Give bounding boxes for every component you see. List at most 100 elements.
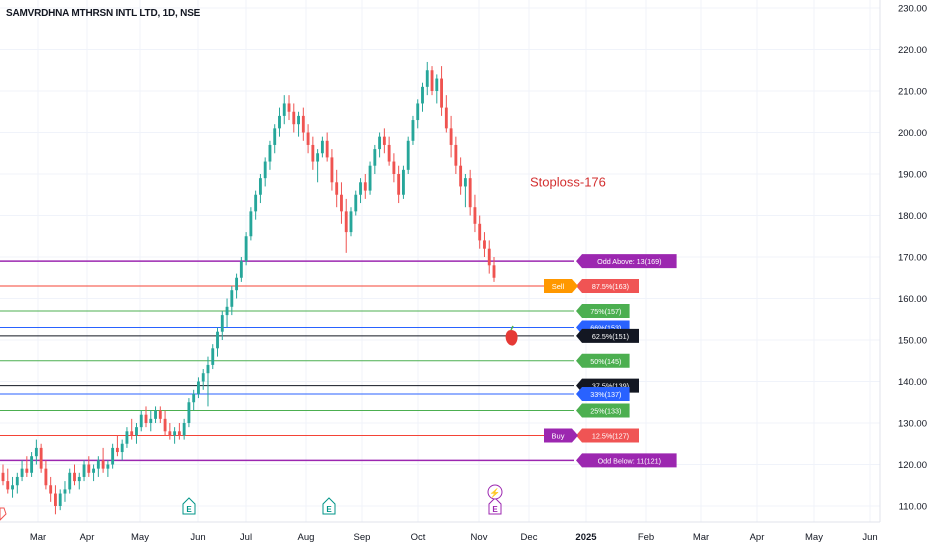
candle (111, 443, 115, 469)
candle (139, 410, 143, 432)
candle (168, 423, 172, 440)
earnings-icon: E (488, 497, 502, 515)
candle (287, 95, 291, 121)
candle (382, 128, 386, 154)
candle (92, 464, 96, 482)
candle-body (101, 460, 105, 469)
candle-body (454, 144, 458, 166)
earnings-icon-glyph: E (492, 505, 498, 514)
candle (149, 410, 153, 432)
candle-body (349, 211, 353, 233)
candle-body (182, 423, 186, 436)
candle (306, 124, 310, 154)
candle (106, 460, 110, 477)
candle (335, 169, 339, 208)
candle (192, 389, 196, 411)
candle-body (30, 456, 34, 473)
candle (263, 157, 267, 187)
y-tick-label: 230.00 (898, 4, 927, 15)
x-tick-label: Jun (190, 532, 205, 543)
candle-body (268, 144, 272, 162)
candle-body (239, 261, 243, 278)
y-tick-label: 200.00 (898, 128, 927, 139)
candle-body (258, 178, 262, 195)
candle-body (435, 78, 439, 91)
candle-body (249, 211, 253, 237)
level-label: 75%(157) (576, 303, 630, 318)
candle (197, 377, 200, 399)
level-label-bg (576, 453, 677, 468)
level-label-text: 33%(137) (590, 390, 621, 399)
level-label: 87.5%(163) (576, 279, 639, 294)
candle-body (197, 381, 200, 394)
earnings-icon: E (322, 497, 336, 515)
candle-body (425, 70, 429, 87)
candle (492, 257, 496, 282)
candle-body (68, 472, 72, 490)
candle-body (6, 481, 10, 490)
candle (483, 232, 486, 257)
candle-body (483, 240, 486, 249)
candle (449, 115, 453, 158)
candle-body (216, 331, 219, 349)
x-tick-label: Dec (521, 532, 538, 543)
level-label-text: 87.5%(163) (592, 282, 629, 291)
level-label: Odd Below: 11(121) (576, 453, 677, 468)
candle-body (292, 111, 296, 125)
candle (158, 406, 162, 423)
y-tick-label: 170.00 (898, 253, 927, 264)
candle (478, 215, 482, 249)
candle (6, 468, 10, 494)
dividend-icon-circle (487, 484, 503, 500)
y-tick-label: 160.00 (898, 294, 927, 305)
level-label-bg (576, 428, 639, 443)
candle-body (82, 464, 86, 477)
candle-body (411, 120, 415, 141)
candle-body (115, 447, 119, 453)
candle (411, 115, 415, 145)
candle-body (158, 410, 162, 419)
candle (268, 140, 272, 170)
candle (297, 111, 300, 137)
candle (368, 161, 372, 195)
earnings-icon-glyph: E (326, 505, 332, 514)
candle-body (230, 290, 234, 307)
sell-tag: Sell (544, 279, 578, 294)
y-tick-label: 220.00 (898, 45, 927, 56)
candle (220, 310, 224, 340)
candle (77, 472, 81, 490)
candle-body (154, 410, 157, 419)
candle (344, 198, 348, 253)
apple-icon-body (505, 330, 518, 346)
candles (1, 61, 496, 515)
candle (25, 456, 29, 477)
candle (278, 107, 281, 137)
candle-body (111, 447, 115, 465)
candle-body (406, 140, 410, 170)
candle (163, 410, 167, 436)
candle (216, 327, 219, 357)
candle (130, 418, 134, 440)
y-tick-label: 180.00 (898, 211, 927, 222)
candle-body (354, 194, 358, 212)
candle-body (187, 402, 191, 423)
side-tag-bg (544, 279, 578, 294)
candle (363, 174, 367, 199)
candle-body (401, 169, 405, 195)
candle-body (487, 248, 491, 266)
candle (87, 456, 91, 477)
level-label-text: 37.5%(139) (592, 382, 629, 391)
candle (187, 398, 191, 428)
candle-body (468, 178, 472, 208)
candle (120, 439, 124, 461)
candle-body (254, 194, 258, 212)
level-label-text: 25%(133) (590, 407, 621, 416)
y-tick-label: 120.00 (898, 460, 927, 471)
candle (387, 136, 391, 166)
candle-body (201, 373, 205, 382)
candle (421, 82, 424, 112)
candle-body (473, 207, 477, 224)
candle-body (149, 418, 153, 423)
candle-body (39, 447, 43, 469)
